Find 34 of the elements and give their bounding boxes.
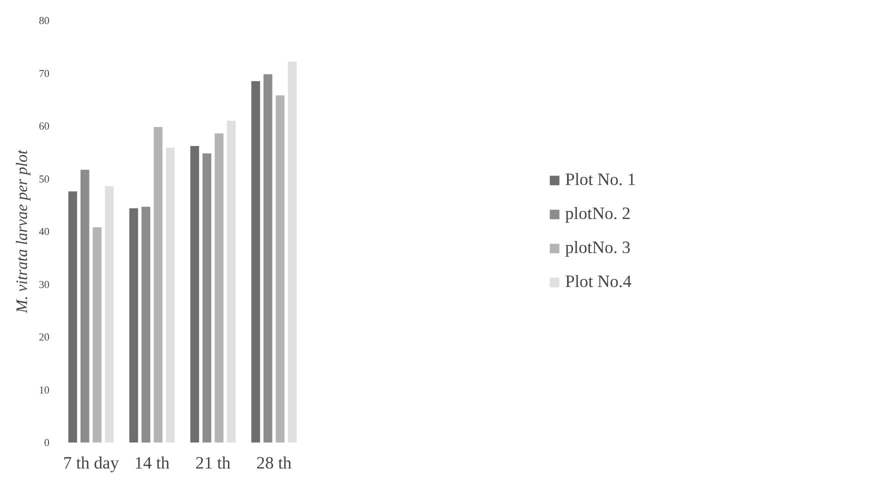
y-tick-label: 30 xyxy=(38,280,50,291)
y-tick-label: 40 xyxy=(38,227,50,238)
x-tick-label: 21 th xyxy=(195,454,231,472)
bar xyxy=(154,127,162,442)
bar xyxy=(251,81,260,442)
x-tick-label: 28 th xyxy=(256,454,292,472)
x-tick-label: 14 th xyxy=(134,454,170,472)
bar xyxy=(92,227,102,442)
bar xyxy=(288,62,297,442)
y-tick-label: 0 xyxy=(44,438,50,449)
y-tick-label: 80 xyxy=(38,16,50,27)
bar xyxy=(190,146,200,442)
legend-label: Plot No. 1 xyxy=(565,170,636,190)
bar xyxy=(264,74,272,442)
y-tick-label: 50 xyxy=(38,174,50,186)
bar xyxy=(214,133,224,442)
y-tick-label: 10 xyxy=(38,385,50,396)
y-tick-label: 70 xyxy=(38,68,50,80)
legend-label: Plot No.4 xyxy=(565,272,632,292)
legend-label: plotNo. 3 xyxy=(565,238,631,258)
y-axis-title: M. vitrata larvae per plot xyxy=(14,149,31,314)
bar xyxy=(226,120,236,442)
bar xyxy=(202,153,212,442)
bar xyxy=(276,95,284,442)
bar xyxy=(68,191,78,442)
bar xyxy=(142,206,150,442)
bar xyxy=(129,208,138,442)
x-tick-label: 7 th day xyxy=(63,454,120,472)
legend-label: plotNo. 2 xyxy=(565,204,631,224)
bar xyxy=(80,170,90,442)
y-tick-label: 60 xyxy=(38,122,50,132)
bar xyxy=(166,148,175,442)
y-tick-label: 20 xyxy=(38,332,50,344)
bar xyxy=(104,186,114,442)
